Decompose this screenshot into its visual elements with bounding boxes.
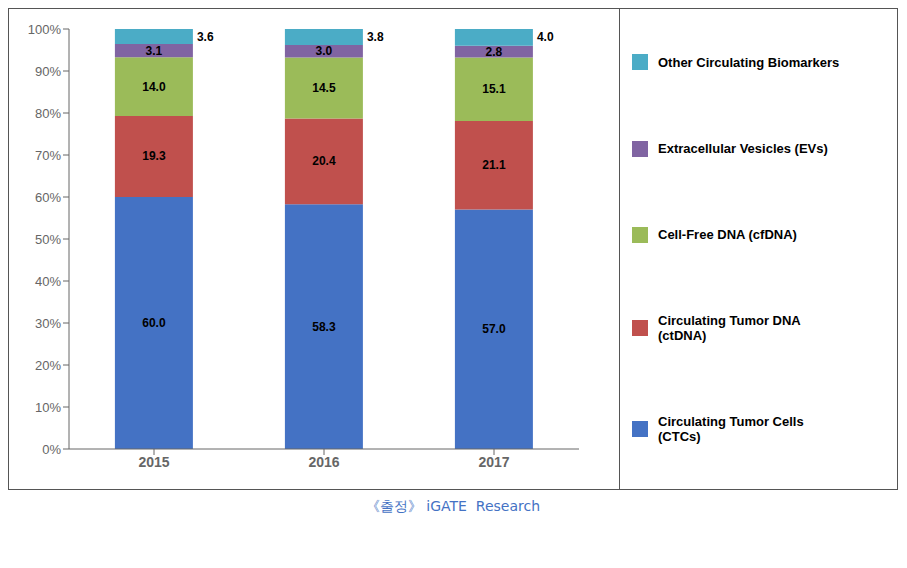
svg-text:58.3: 58.3 [312, 320, 336, 334]
svg-text:20.4: 20.4 [312, 154, 336, 168]
svg-text:2017: 2017 [478, 454, 509, 470]
svg-text:19.3: 19.3 [142, 149, 166, 163]
svg-text:60.0: 60.0 [142, 316, 166, 330]
html-text:Other Circulating Biomarkers: Other Circulating Biomarkers [658, 54, 840, 70]
html-text:Circulating Tumor Cells (CTCs): Circulating Tumor Cells (CTCs) [658, 413, 804, 444]
svg-text:57.0: 57.0 [482, 322, 506, 336]
svg-text:3.1: 3.1 [146, 44, 163, 58]
svg-text:2016: 2016 [308, 454, 339, 470]
html-text:Extracellular Vesicles (EVs): Extracellular Vesicles (EVs) [658, 141, 828, 157]
svg-text:21.1: 21.1 [482, 158, 506, 172]
svg-text:15.1: 15.1 [482, 82, 506, 96]
svg-text:100%: 100% [28, 22, 62, 37]
svg-text:50%: 50% [35, 232, 61, 247]
svg-text:80%: 80% [35, 106, 61, 121]
svg-text:90%: 90% [35, 64, 61, 79]
svg-text:14.0: 14.0 [142, 80, 166, 94]
svg-text:30%: 30% [35, 316, 61, 331]
svg-text:0%: 0% [42, 442, 61, 457]
svg-text:3.6: 3.6 [197, 30, 214, 44]
svg-text:3.0: 3.0 [316, 44, 333, 58]
svg-text:10%: 10% [35, 400, 61, 415]
svg-text:70%: 70% [35, 148, 61, 163]
html-text:Circulating Tumor DNA (ctDNA): Circulating Tumor DNA (ctDNA) [658, 313, 801, 344]
svg-text:2015: 2015 [138, 454, 169, 470]
html-text:《출정》 iGATE Research: 《출정》 iGATE Research [365, 498, 541, 514]
svg-text:20%: 20% [35, 358, 61, 373]
svg-text:14.5: 14.5 [312, 81, 336, 95]
svg-text:3.8: 3.8 [367, 30, 384, 44]
html-text:Cell-Free DNA (cfDNA): Cell-Free DNA (cfDNA) [658, 227, 797, 243]
svg-text:40%: 40% [35, 274, 61, 289]
svg-text:2.8: 2.8 [486, 45, 503, 59]
svg-text:4.0: 4.0 [537, 30, 554, 44]
svg-text:60%: 60% [35, 190, 61, 205]
